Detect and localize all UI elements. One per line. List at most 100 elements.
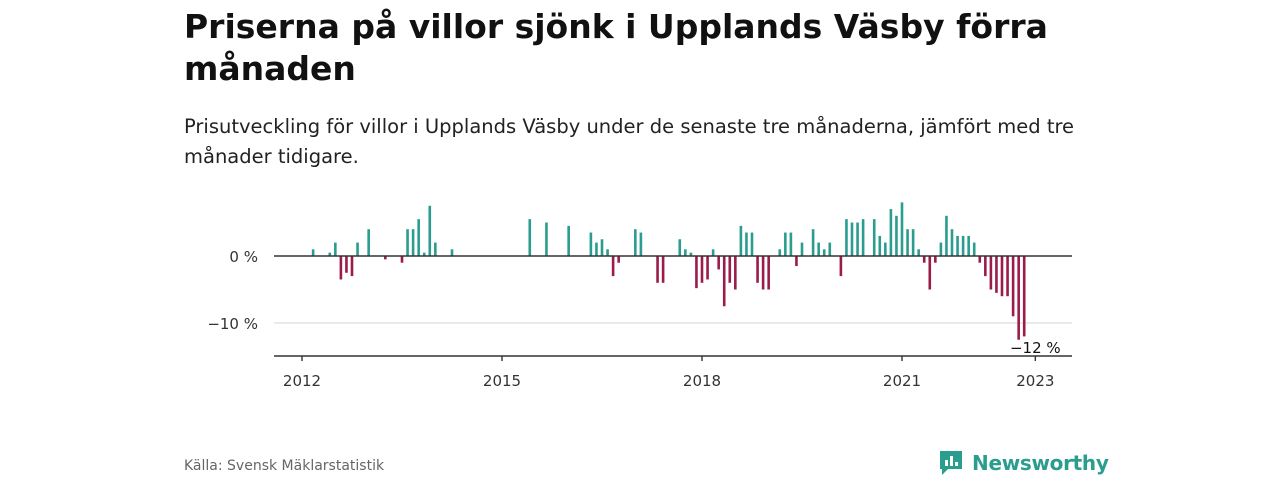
bar [422,252,426,256]
bar [939,242,943,256]
bar [384,256,387,260]
bar [995,256,998,293]
x-tick-label: 2012 [283,372,321,390]
bar [617,256,620,263]
bar [528,219,532,256]
bar [989,256,993,290]
source-note: Källa: Svensk Mäklarstatistik [184,458,385,474]
bar [428,205,432,256]
bar [400,256,404,263]
bar [634,229,637,256]
bar [811,229,815,256]
bar [567,225,570,256]
bar [789,232,793,256]
bar [695,256,698,289]
bar [689,252,693,256]
bar [889,209,893,256]
bar [884,242,887,256]
bar [778,249,782,256]
bar [745,232,748,256]
x-tick-label: 2015 [483,372,521,390]
bar [678,239,682,256]
axis-layer: 0 % −10 % 2012 2015 2018 2021 2023 −12 % [207,248,1072,390]
bar [661,256,665,283]
bar [817,242,820,256]
bar [739,225,743,256]
bar [717,256,720,270]
bar [450,249,454,256]
bar [967,235,970,256]
bar [984,256,987,277]
bar [950,229,954,256]
bar [367,229,370,256]
bar [589,232,593,256]
bar [856,222,859,256]
x-tick-label: 2018 [683,372,721,390]
bar [934,256,937,263]
bar [750,232,754,256]
bar [922,256,926,263]
bar [900,202,904,256]
x-tick-label: 2021 [883,372,921,390]
bar [1011,256,1015,317]
bar [822,249,826,256]
bar [545,222,548,256]
bar [611,256,615,277]
chart-title: Priserna på villor sjönk i Upplands Väsb… [184,7,1048,88]
bar [945,215,948,256]
bar [711,249,715,256]
chart-subtitle: Prisutveckling för villor i Upplands Väs… [184,115,1075,168]
bar [606,249,609,256]
bar [828,242,832,256]
bar [639,232,643,256]
bar [356,242,359,256]
bar [334,242,337,256]
annotation-label: −12 % [1010,339,1061,357]
bar [311,249,315,256]
bar-layer [311,202,1026,340]
bar [1017,256,1020,340]
bar [911,229,915,256]
bar [1022,256,1026,337]
bar [350,256,354,277]
bar [784,232,787,256]
y-tick-label: 0 % [229,248,258,266]
bar [800,242,804,256]
bar [956,235,959,256]
bar [417,219,420,256]
bar [706,256,709,280]
bar [406,229,409,256]
bar [850,222,854,256]
bar [845,219,848,256]
bar [728,256,732,283]
bar [839,256,843,277]
bar [767,256,770,290]
bar [1000,256,1004,297]
bar [872,219,876,256]
bar [906,229,909,256]
bar [600,239,604,256]
bar [345,256,348,273]
bar [917,249,920,256]
bar [722,256,726,307]
bar [595,242,598,256]
bar [928,256,932,290]
brand-name: Newsworthy [972,451,1109,475]
bar [978,256,982,263]
bar [411,229,415,256]
bar [700,256,704,283]
bar [961,235,965,256]
bar [756,256,759,283]
bar [795,256,798,267]
bar [656,256,659,283]
bar [434,242,437,256]
bar [684,249,687,256]
y-tick-label: −10 % [207,315,258,333]
bar [328,252,332,256]
bar [734,256,737,290]
bar [1006,256,1009,297]
newsworthy-logo-icon [940,451,962,475]
bar [878,235,882,256]
bar [339,256,343,280]
